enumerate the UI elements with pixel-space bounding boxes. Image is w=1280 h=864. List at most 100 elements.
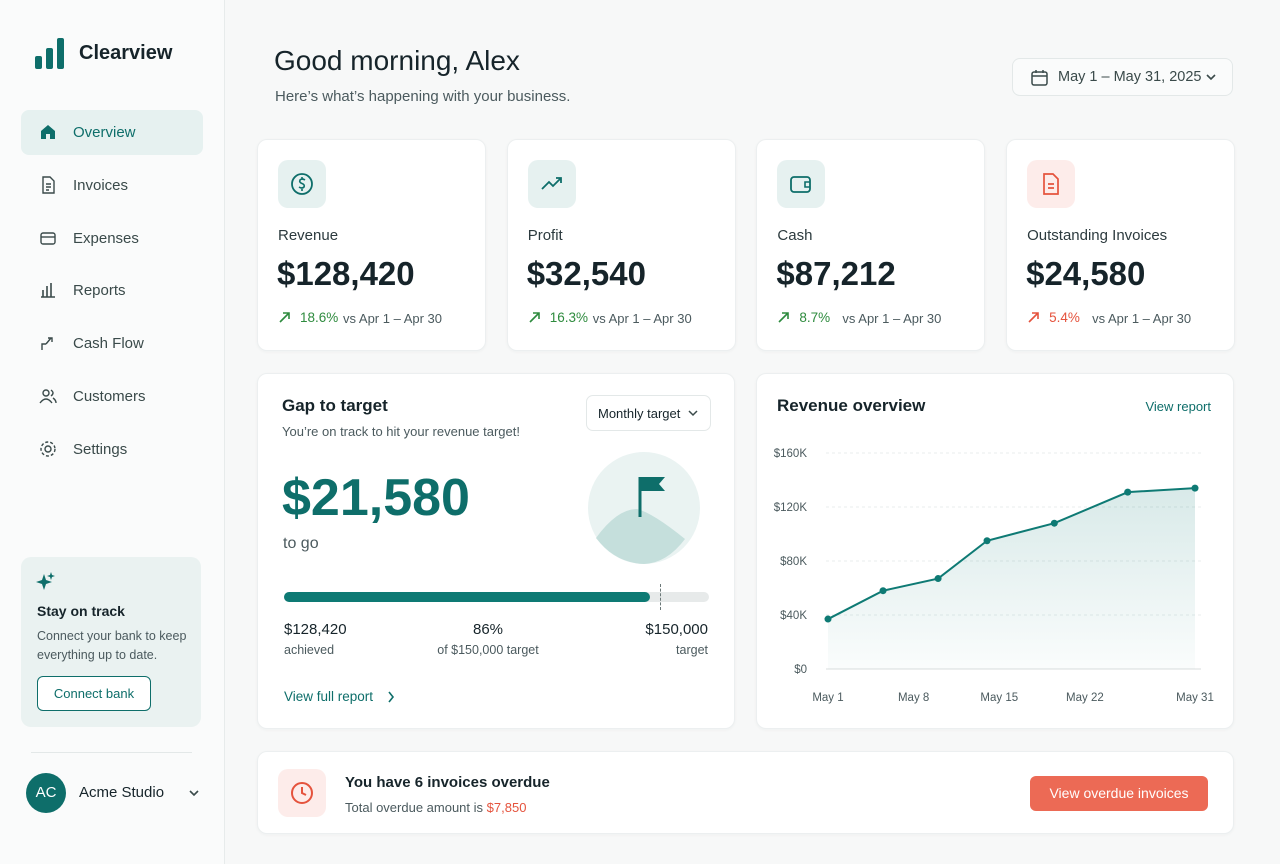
achieved-value: $128,420 bbox=[284, 621, 347, 638]
kpi-value: $32,540 bbox=[526, 255, 646, 292]
account-chevron[interactable] bbox=[188, 788, 200, 798]
greeting: Good morning, Alex bbox=[274, 45, 520, 76]
nav-label: Customers bbox=[73, 388, 146, 405]
kpi-comparison: vs Apr 1 – Apr 30 bbox=[1092, 311, 1192, 326]
nav-item[interactable]: Overview bbox=[21, 110, 203, 155]
x-tick-label: May 15 bbox=[980, 692, 1018, 704]
date-range: May 1 – May 31, 2025 bbox=[1058, 69, 1202, 85]
nav-label: Invoices bbox=[73, 176, 129, 194]
kpi-icon-box bbox=[777, 160, 826, 208]
point bbox=[1050, 519, 1058, 527]
gap-title: Gap to target bbox=[282, 396, 388, 415]
gap-caption: to go bbox=[283, 535, 319, 552]
kpi-icon-box bbox=[527, 160, 576, 208]
kpi-comparison: vs Apr 1 – Apr 30 bbox=[343, 311, 443, 326]
area bbox=[828, 488, 1195, 669]
gap-subtitle: You’re on track to hit your revenue targ… bbox=[282, 424, 520, 439]
nav-icon bbox=[41, 283, 55, 299]
kpi-icon bbox=[291, 173, 313, 195]
x-tick-label: May 8 bbox=[898, 692, 929, 704]
y-tick-label: $40K bbox=[780, 610, 807, 622]
nav-item[interactable]: Invoices bbox=[21, 163, 203, 208]
kpi-label: Cash bbox=[777, 227, 813, 244]
percent-value: 86% bbox=[472, 621, 504, 638]
nav-item[interactable]: Settings bbox=[21, 427, 203, 472]
nav-label: Cash Flow bbox=[73, 335, 144, 353]
trend-arrow bbox=[1028, 312, 1039, 323]
kpi-value: $24,580 bbox=[1026, 255, 1146, 292]
nav-icon bbox=[40, 441, 56, 457]
kpi-comparison: vs Apr 1 – Apr 30 bbox=[592, 311, 692, 326]
overdue-text: Total overdue amount is bbox=[345, 800, 484, 815]
kpi-comparison: vs Apr 1 – Apr 30 bbox=[842, 311, 942, 326]
x-tick-label: May 31 bbox=[1176, 692, 1214, 704]
flag-illustration bbox=[588, 452, 700, 564]
kpi-label: Revenue bbox=[278, 227, 339, 244]
point bbox=[879, 587, 887, 595]
point bbox=[1191, 484, 1199, 492]
y-tick-label: $0 bbox=[794, 664, 807, 676]
clock-icon bbox=[291, 782, 313, 804]
kpi-card: Revenue $128,420 18.6% vs Apr 1 – Apr 30 bbox=[257, 139, 486, 351]
overdue-text-row: Total overdue amount is $7,850 bbox=[345, 800, 526, 815]
target-label: target bbox=[676, 643, 708, 657]
kpi-change: 16.3% bbox=[549, 310, 588, 325]
percent-label: of $150,000 target bbox=[437, 643, 539, 657]
connect-bank-button[interactable]: Connect bank bbox=[37, 676, 151, 711]
y-tick-label: $80K bbox=[780, 556, 807, 568]
nav-icon bbox=[39, 389, 57, 404]
calendar-icon bbox=[1031, 70, 1048, 86]
target-value: $150,000 bbox=[645, 621, 708, 638]
target-select[interactable]: Monthly target bbox=[586, 395, 711, 431]
promo-title: Stay on track bbox=[37, 603, 125, 619]
nav-item[interactable]: Reports bbox=[21, 268, 203, 313]
y-tick-label: $160K bbox=[774, 448, 808, 460]
promo-box: Stay on track Connect your bank to keep … bbox=[21, 557, 201, 727]
point bbox=[1124, 488, 1132, 496]
view-full-report-link[interactable]: View full report bbox=[284, 689, 374, 704]
point bbox=[983, 537, 991, 545]
kpi-value: $128,420 bbox=[277, 255, 415, 292]
nav-item[interactable]: Expenses bbox=[21, 216, 203, 261]
nav-label: Overview bbox=[73, 124, 136, 141]
kpi-icon bbox=[790, 176, 812, 193]
nav-icon bbox=[41, 125, 55, 139]
x-tick-label: May 22 bbox=[1066, 692, 1104, 704]
overdue-amount: $7,850 bbox=[486, 800, 527, 815]
kpi-label: Outstanding Invoices bbox=[1027, 227, 1168, 244]
gap-amount: $21,580 bbox=[282, 469, 470, 527]
date-chevron bbox=[1206, 74, 1216, 81]
y-tick-label: $120K bbox=[774, 502, 808, 514]
view-report-link[interactable]: View report bbox=[1145, 399, 1211, 414]
revenue-card: Revenue overview View report $0 $40K $80K $… bbox=[756, 373, 1234, 729]
link-chevron[interactable] bbox=[386, 690, 396, 704]
kpi-change: 5.4% bbox=[1049, 310, 1080, 325]
avatar[interactable]: AC bbox=[26, 773, 66, 813]
divider bbox=[31, 752, 192, 753]
nav-item[interactable]: Customers bbox=[21, 374, 203, 419]
nav-label: Expenses bbox=[73, 229, 139, 247]
brand-logo bbox=[35, 38, 64, 69]
revenue-chart: $0 $40K $80K $120K $160K May 1 May 8 May 15 May … bbox=[774, 448, 1214, 704]
trend-arrow bbox=[279, 312, 290, 323]
nav-icon bbox=[41, 337, 53, 351]
progress-marker bbox=[659, 584, 661, 610]
trend-arrow bbox=[529, 312, 540, 323]
promo-text: Connect your bank to keep everything up … bbox=[37, 629, 187, 662]
nav-item[interactable]: Cash Flow bbox=[21, 321, 203, 366]
kpi-change: 8.7% bbox=[799, 310, 831, 325]
nav-icon bbox=[42, 176, 55, 194]
kpi-icon bbox=[541, 177, 562, 190]
kpi-value: $87,212 bbox=[776, 255, 896, 292]
view-overdue-button[interactable]: View overdue invoices bbox=[1030, 776, 1208, 811]
overdue-title: You have 6 invoices overdue bbox=[345, 774, 550, 791]
revenue-chart-title: Revenue overview bbox=[777, 396, 926, 415]
brand-name: Clearview bbox=[79, 42, 173, 64]
point bbox=[934, 575, 942, 583]
nav-label: Reports bbox=[73, 282, 126, 300]
date-range-picker[interactable]: May 1 – May 31, 2025 bbox=[1012, 58, 1233, 96]
account-name[interactable]: Acme Studio bbox=[79, 784, 165, 801]
achieved-label: achieved bbox=[284, 643, 335, 657]
